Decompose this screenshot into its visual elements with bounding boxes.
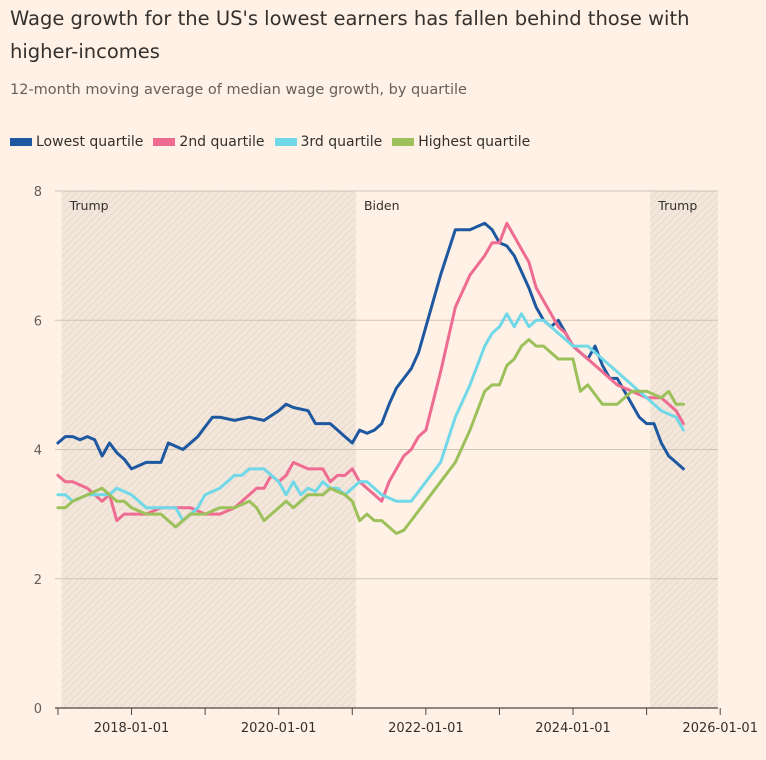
period-label-0: Trump: [69, 198, 109, 213]
series-line-lowest-quartile: [56, 221, 685, 471]
x-tick-label-2026: 2026-01-01: [682, 721, 758, 736]
legend-swatch-highest: [392, 138, 415, 146]
legend-swatch-third: [274, 138, 297, 146]
x-tick-label-2024: 2024-01-01: [535, 721, 611, 736]
legend-swatch-lowest: [10, 138, 32, 146]
legend-item-highest: Highest quartile: [392, 134, 530, 150]
y-tick-label-8: 8: [34, 185, 42, 200]
legend-label-highest: Highest quartile: [418, 134, 531, 150]
x-tick-label-2018: 2018-01-01: [94, 721, 170, 736]
legend-item-third: 3rd quartile: [274, 134, 383, 150]
legend-item-second: 2nd quartile: [153, 134, 265, 150]
legend-label-third: 3rd quartile: [300, 134, 383, 150]
series-line-highest-quartile: [56, 338, 685, 535]
x-tick-label-2022: 2022-01-01: [388, 721, 464, 736]
y-tick-label-0: 0: [34, 702, 42, 717]
y-tick-label-6: 6: [34, 314, 42, 329]
series-line-3rd-quartile: [56, 312, 685, 523]
y-tick-label-2: 2: [34, 573, 42, 588]
legend-item-lowest: Lowest quartile: [10, 134, 143, 150]
period-label-1: Biden: [364, 198, 400, 213]
period-label-2: Trump: [657, 198, 697, 213]
chart-title: Wage growth for the US's lowest earners …: [10, 7, 690, 63]
y-tick-label-4: 4: [34, 444, 42, 459]
legend-label-lowest: Lowest quartile: [36, 134, 144, 150]
legend: Lowest quartile 2nd quartile 3rd quartil…: [10, 134, 540, 150]
chart-subtitle: 12-month moving average of median wage g…: [10, 82, 467, 98]
legend-label-second: 2nd quartile: [179, 134, 265, 150]
x-tick-label-2020: 2020-01-01: [241, 721, 317, 736]
legend-swatch-second: [153, 138, 176, 146]
